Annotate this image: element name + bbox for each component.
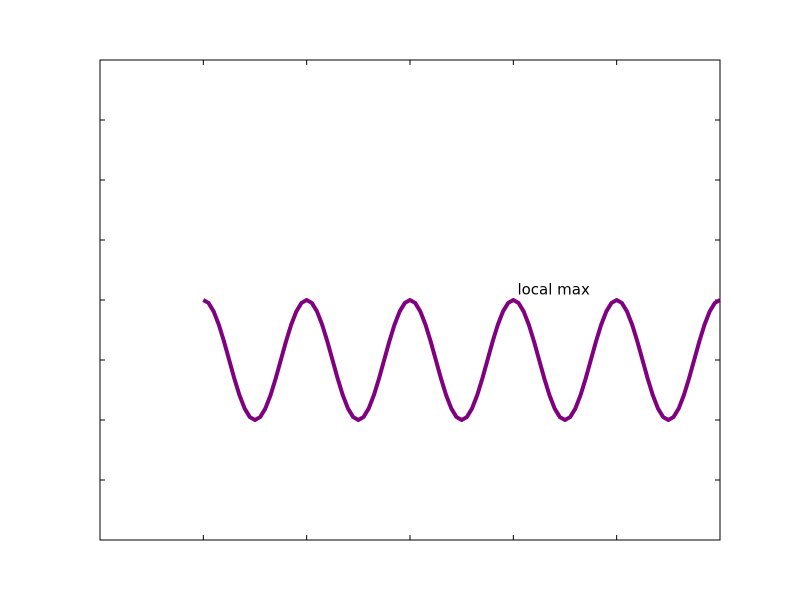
line-series	[202, 298, 721, 422]
annotation: local max	[517, 280, 590, 298]
